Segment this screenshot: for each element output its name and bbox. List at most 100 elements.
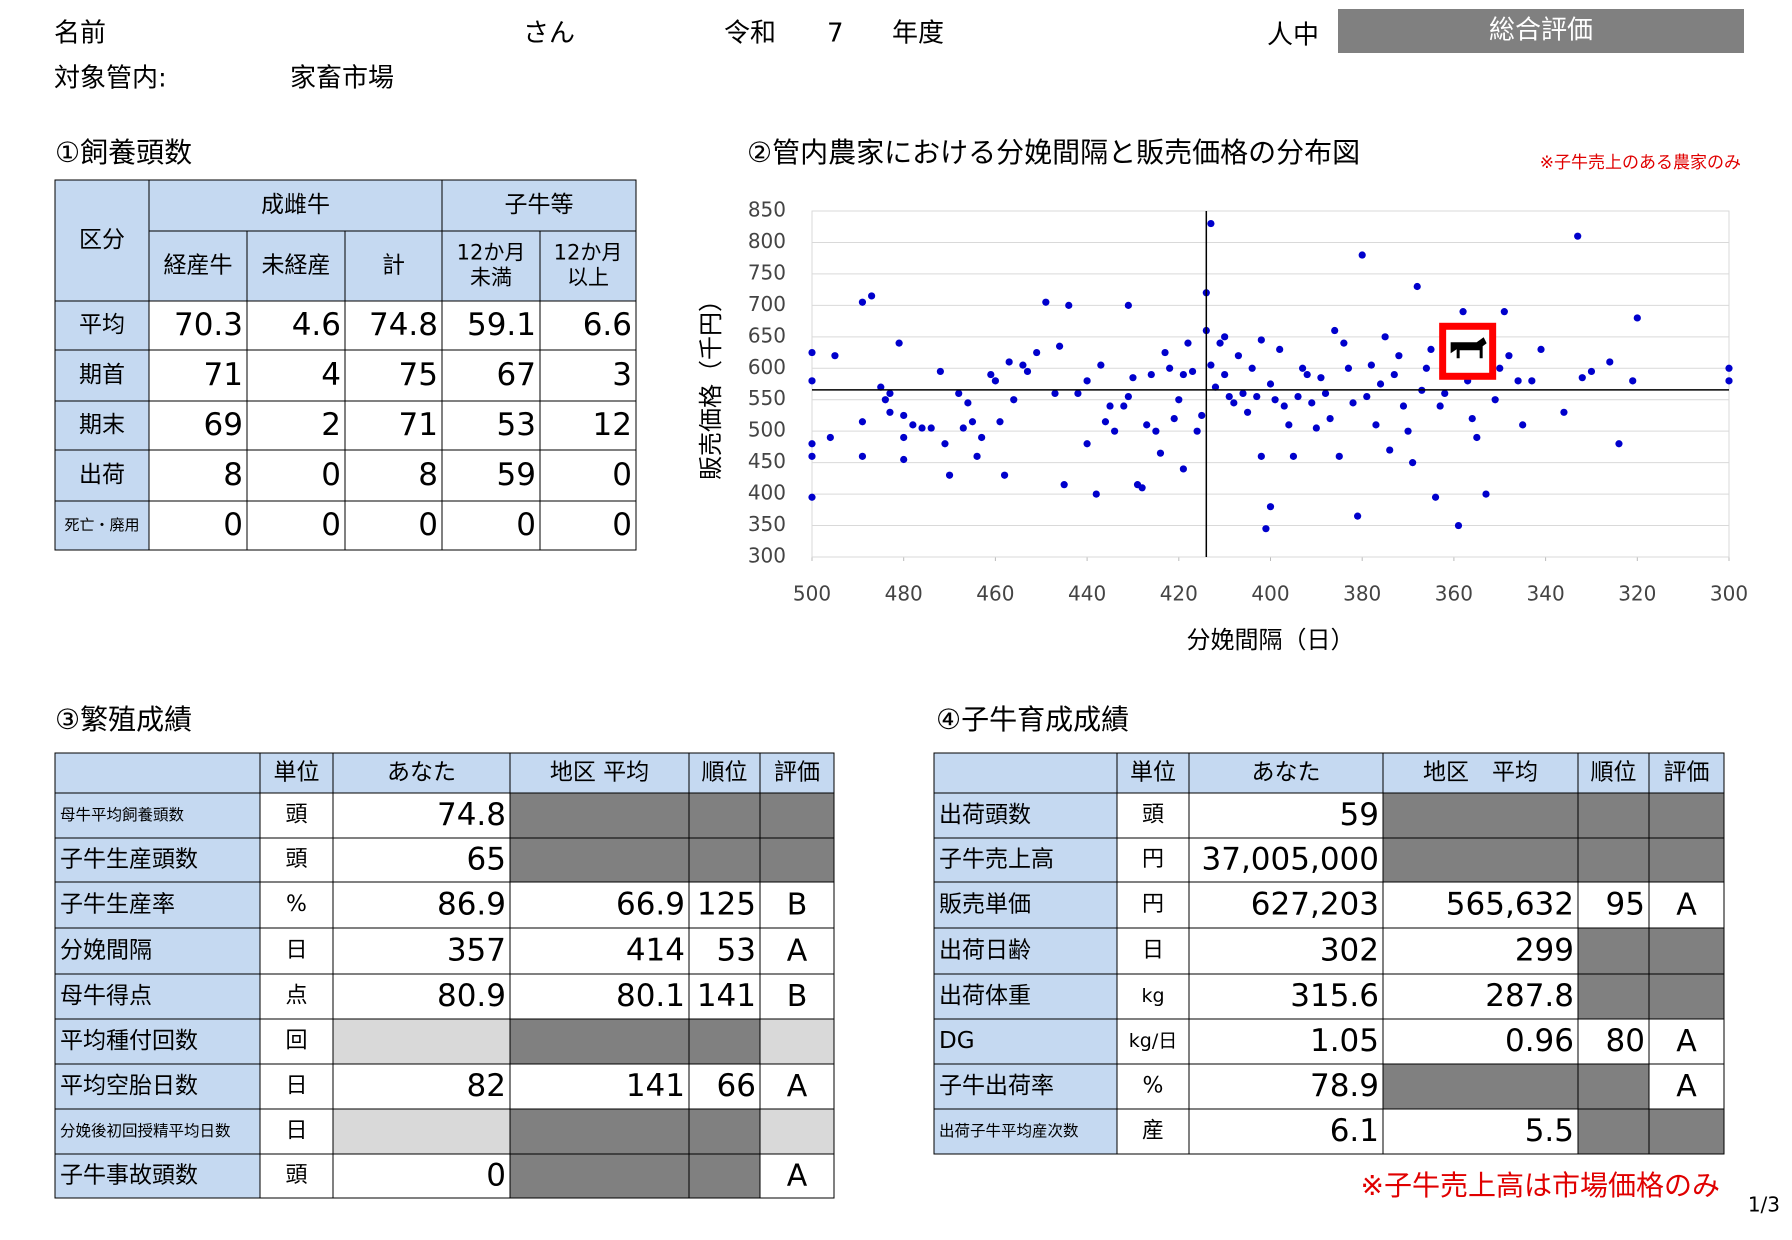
unit-cell: 回 (285, 1029, 307, 1054)
y-tick-label: 600 (748, 355, 786, 379)
table-cell (759, 837, 835, 883)
data-point (1221, 370, 1229, 379)
unit-cell: 日 (285, 1074, 307, 1099)
data-point (955, 389, 963, 398)
value-cell: 4 (321, 357, 341, 393)
header-cell: 地区 平均 (550, 760, 649, 786)
data-point (1537, 345, 1545, 353)
table-cell (688, 881, 761, 929)
x-tick-label: 360 (1435, 582, 1473, 606)
data-point (1266, 503, 1275, 511)
table-cell (54, 973, 261, 1020)
data-point (1354, 512, 1362, 520)
table-cell (1577, 881, 1650, 929)
data-point (1441, 389, 1449, 398)
data-point (1560, 408, 1568, 416)
name-label: 名前 (54, 19, 106, 49)
grade-cell: B (787, 979, 808, 1014)
table-cell (1577, 1108, 1650, 1155)
table-cell (1188, 792, 1384, 839)
value-cell: 59 (1340, 797, 1379, 833)
table-cell (344, 300, 443, 351)
table-cell (759, 1108, 835, 1155)
data-point (1615, 440, 1623, 448)
x-tick-label: 460 (976, 582, 1014, 606)
value-cell: 6.1 (1330, 1113, 1379, 1149)
table-cell (344, 349, 443, 402)
row-label: 子牛売上高 (939, 847, 1054, 873)
data-point (1390, 370, 1398, 379)
table-cell (148, 300, 248, 351)
table-cell (441, 179, 637, 232)
header-cell: 単位 (1130, 760, 1176, 786)
data-point (1285, 421, 1293, 429)
data-point (1367, 361, 1375, 369)
header-cell: 以上 (567, 266, 609, 290)
data-point (1175, 396, 1183, 404)
table-cell (933, 1063, 1118, 1110)
data-point (1207, 361, 1215, 369)
data-point (1308, 399, 1316, 407)
value-cell: 53 (497, 407, 536, 443)
jinchu: 人中 (1267, 21, 1319, 51)
data-point (1491, 396, 1499, 404)
unit-cell: % (286, 892, 307, 917)
data-point (1166, 364, 1174, 372)
data-point (1725, 377, 1733, 385)
data-point (1317, 374, 1325, 382)
value-cell: 8 (418, 457, 438, 493)
data-point (1005, 358, 1013, 366)
value-cell: 59 (497, 457, 536, 493)
table-cell (509, 1108, 690, 1155)
data-point (1381, 333, 1389, 341)
table-cell (759, 1063, 835, 1110)
data-point (1505, 352, 1513, 360)
unit-cell: 円 (1142, 892, 1164, 917)
value-cell: 357 (447, 933, 506, 969)
data-point (808, 493, 816, 501)
table-cell (1382, 792, 1579, 839)
row-label: 出荷体重 (939, 983, 1031, 1009)
data-point (996, 418, 1004, 426)
x-tick-label: 340 (1527, 582, 1565, 606)
data-point (1033, 348, 1041, 357)
table-cell (259, 1153, 334, 1199)
table-cell (759, 1018, 835, 1065)
data-point (1395, 352, 1403, 360)
table-cell (246, 230, 346, 302)
grade-cell: A (1676, 1024, 1697, 1059)
row-label: 出荷頭数 (939, 802, 1031, 828)
table-cell (759, 792, 835, 839)
data-point (1376, 380, 1385, 388)
data-point (1454, 521, 1463, 530)
row-label: 出荷日齢 (939, 938, 1031, 964)
data-point (1170, 415, 1178, 423)
data-point (1289, 452, 1298, 460)
value-cell: 37,005,000 (1202, 842, 1380, 878)
table-cell (259, 881, 334, 929)
value-cell: 287.8 (1485, 978, 1574, 1014)
data-point (858, 298, 867, 306)
table-cell (688, 792, 761, 839)
data-point (1298, 364, 1307, 372)
value-cell: 80.1 (616, 978, 685, 1014)
table-cell (246, 500, 346, 551)
row-label: 子牛生産頭数 (60, 847, 198, 873)
x-tick-label: 500 (793, 582, 831, 606)
table-cell (933, 973, 1118, 1020)
data-point (973, 452, 981, 460)
table-cell (688, 927, 761, 975)
header-cell: 子牛等 (505, 192, 574, 218)
unit-cell: 日 (285, 1119, 307, 1144)
y-tick-label: 450 (748, 449, 786, 473)
table-cell (441, 230, 541, 302)
header-cell: 未満 (470, 266, 512, 290)
table-cell (54, 837, 261, 883)
data-point (1500, 308, 1508, 316)
table-cell (1188, 1108, 1384, 1155)
y-tick-label: 500 (748, 418, 786, 442)
table-cell (441, 500, 541, 551)
x-tick-label: 440 (1068, 582, 1106, 606)
value-cell: 0 (612, 457, 632, 493)
unit-cell: 日 (285, 938, 307, 963)
